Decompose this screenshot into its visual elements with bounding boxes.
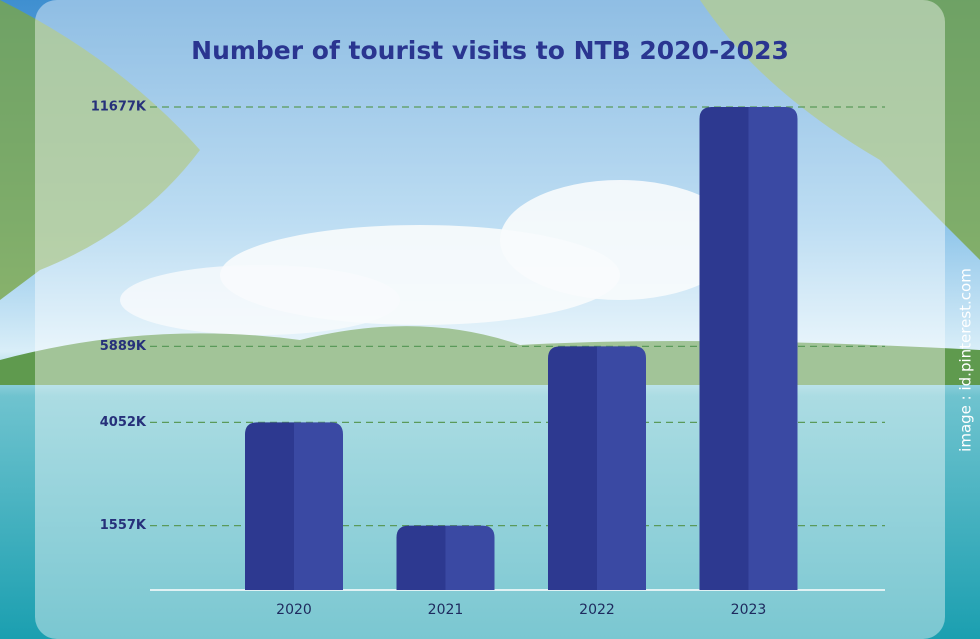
y-tick-label: 5889K (100, 339, 147, 354)
bar (699, 107, 798, 590)
x-tick-label: 2021 (428, 602, 464, 618)
x-tick-label: 2023 (731, 602, 767, 618)
bar (548, 346, 646, 590)
chart-title: Number of tourist visits to NTB 2020-202… (191, 36, 789, 65)
bar (245, 422, 343, 590)
source-credit: image : id.pinterest.com (957, 268, 975, 452)
x-tick-label: 2022 (579, 602, 615, 618)
y-tick-label: 11677K (91, 100, 147, 115)
x-tick-label: 2020 (276, 602, 312, 618)
y-tick-label: 1557K (100, 518, 147, 533)
y-tick-label: 4052K (100, 415, 147, 430)
bar (396, 525, 495, 590)
